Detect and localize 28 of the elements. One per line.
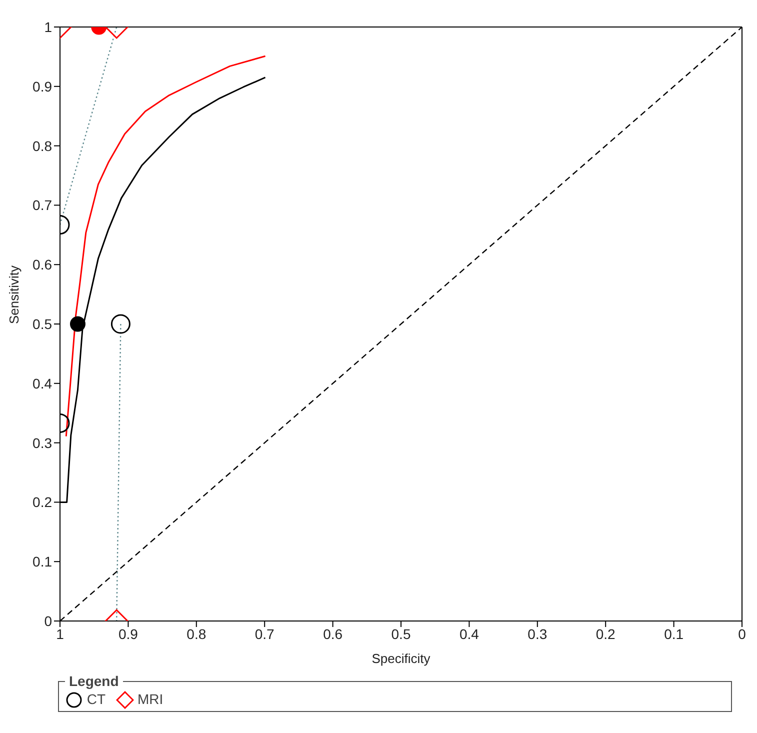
y-tick-label: 0.1 bbox=[32, 554, 52, 570]
line-series bbox=[65, 55, 266, 438]
x-tick-label: 0 bbox=[738, 626, 746, 642]
y-tick-label: 0.4 bbox=[32, 375, 52, 392]
x-tick-label: 0.4 bbox=[459, 626, 480, 642]
y-tick-label: 0.8 bbox=[32, 138, 52, 154]
x-tick-label: 0.9 bbox=[118, 626, 138, 642]
y-tick-label: 1 bbox=[44, 18, 52, 35]
y-tick-label: 0.9 bbox=[32, 78, 52, 94]
legend-label: MRI bbox=[137, 691, 164, 707]
legend-label: CT bbox=[86, 691, 106, 707]
y-tick-label: 0.5 bbox=[32, 316, 52, 332]
y-tick-label: 0.3 bbox=[32, 434, 52, 451]
x-tick-label: 0.5 bbox=[391, 626, 411, 642]
y-tick-label: 0.2 bbox=[32, 494, 52, 510]
x-tick-label: 0.8 bbox=[186, 626, 206, 642]
x-tick-label: 0.7 bbox=[254, 626, 275, 642]
y-tick-label: 0.7 bbox=[32, 197, 52, 214]
x-tick-label: 1 bbox=[56, 626, 64, 642]
y-tick-label: 0.6 bbox=[32, 256, 52, 273]
x-tick-label: 0.1 bbox=[664, 626, 684, 642]
x-axis-title: Specificity bbox=[372, 651, 431, 666]
y-axis-title: Sensitivity bbox=[6, 264, 22, 324]
x-tick-label: 0.3 bbox=[528, 626, 548, 642]
x-tick-label: 0.2 bbox=[596, 626, 616, 642]
legend-title: Legend bbox=[68, 673, 120, 689]
x-tick-label: 0.6 bbox=[323, 626, 343, 642]
y-tick-label: 0 bbox=[44, 612, 52, 629]
